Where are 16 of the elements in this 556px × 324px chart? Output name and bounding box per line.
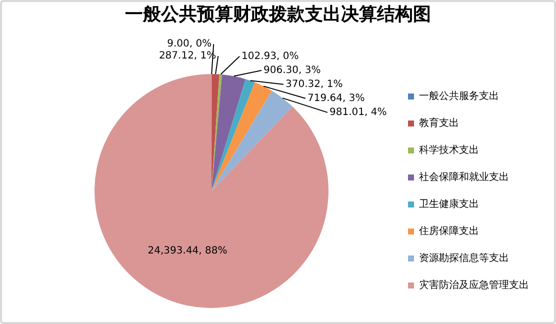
legend-label: 住房保障支出 <box>419 225 479 238</box>
data-label: 102.93, 0% <box>242 51 299 62</box>
data-label: 370.32, 1% <box>286 79 343 90</box>
legend-label: 灾害防治及应急管理支出 <box>419 279 529 292</box>
data-label: 719.64, 3% <box>308 93 365 104</box>
data-label: 9.00, 0% <box>167 38 212 50</box>
chart-title: 一般公共预算财政拨款支出决算结构图 <box>124 3 432 27</box>
data-label: 981.01, 4% <box>330 107 387 118</box>
data-label: 906.30, 3% <box>264 65 321 76</box>
legend-label: 教育支出 <box>419 117 459 130</box>
legend-label: 卫生健康支出 <box>419 198 479 210</box>
legend-label: 资源勘探信息等支出 <box>419 252 509 264</box>
legend-label: 社会保障和就业支出 <box>419 171 509 184</box>
legend-label: 一般公共服务支出 <box>419 90 499 102</box>
data-label: 24,393.44, 88% <box>148 245 228 256</box>
legend-label: 科学技术支出 <box>419 144 479 156</box>
